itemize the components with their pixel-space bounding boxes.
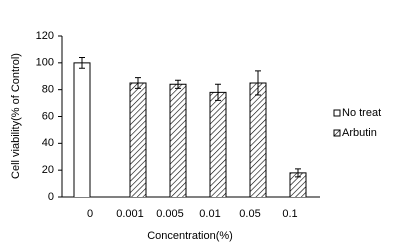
y-tick-label: 40 — [42, 137, 54, 149]
error-bar — [79, 56, 85, 69]
y-tick-label: 0 — [48, 191, 54, 203]
legend-swatch — [333, 129, 341, 137]
x-axis-label: Concentration(%) — [147, 230, 233, 242]
bar — [249, 82, 267, 197]
bar — [73, 62, 91, 197]
error-bar — [175, 79, 181, 89]
x-tick-label: 0.005 — [156, 208, 184, 220]
error-bar — [255, 70, 261, 96]
bar — [129, 82, 147, 197]
x-tick-label: 0.01 — [199, 208, 220, 220]
x-tick-label: 0 — [87, 208, 93, 220]
error-bar — [135, 77, 141, 89]
error-bar — [295, 168, 301, 178]
x-tick-label: 0.001 — [116, 208, 144, 220]
legend-swatch — [333, 109, 341, 117]
bar — [209, 91, 227, 197]
y-tick-label: 120 — [36, 30, 54, 42]
y-tick-label: 100 — [36, 57, 54, 69]
y-tick-label: 60 — [42, 110, 54, 122]
y-tick-label: 20 — [42, 164, 54, 176]
x-tick-label: 0.05 — [239, 208, 260, 220]
y-tick-label: 80 — [42, 84, 54, 96]
bar — [169, 83, 187, 197]
y-axis-label: Cell viability(% of Control) — [10, 53, 22, 179]
legend-label: No treat — [342, 107, 381, 119]
legend-label: Arbutin — [342, 127, 377, 139]
x-tick-label: 0.1 — [282, 208, 297, 220]
error-bar — [215, 83, 221, 101]
